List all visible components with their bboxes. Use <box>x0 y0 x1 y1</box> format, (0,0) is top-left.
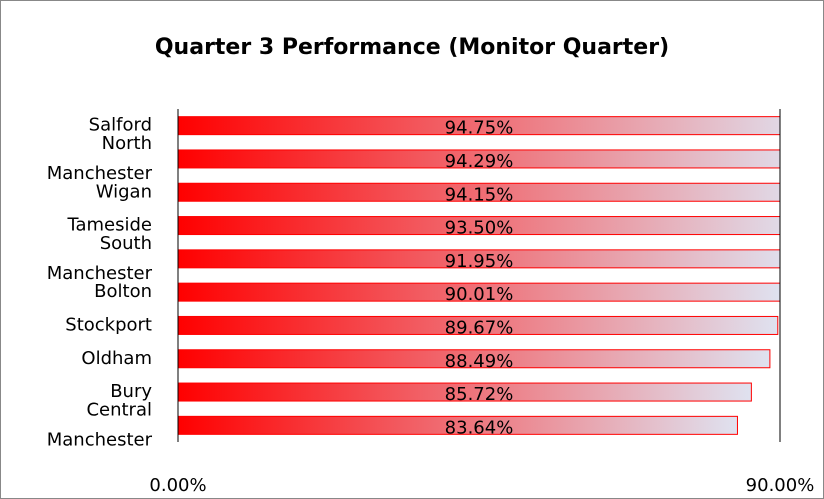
y-tick-label: Stockport <box>65 314 152 335</box>
bar <box>178 282 780 302</box>
plot-area <box>178 116 780 435</box>
y-tick-label: Central Manchester <box>41 399 153 450</box>
y-tick-label: Bury <box>110 381 152 402</box>
data-label: 85.72% <box>445 384 514 405</box>
y-tick-label: Oldham <box>81 348 152 369</box>
bar <box>178 415 738 435</box>
chart-title: Quarter 3 Performance (Monitor Quarter) <box>155 35 669 60</box>
bar <box>178 149 780 169</box>
data-label: 89.67% <box>445 317 514 338</box>
bar <box>178 249 780 269</box>
data-label: 94.15% <box>445 184 514 205</box>
data-label: 83.64% <box>445 417 514 438</box>
y-tick-label: North Manchester <box>41 133 153 184</box>
bar <box>178 382 752 402</box>
x-tick-label: 90.00% <box>746 475 815 496</box>
data-label: 90.01% <box>445 284 514 305</box>
bar <box>178 349 771 369</box>
bar <box>178 216 780 236</box>
bar <box>178 182 780 202</box>
data-label: 94.29% <box>445 151 514 172</box>
data-label: 91.95% <box>445 251 514 272</box>
y-tick-label: Wigan <box>96 181 152 202</box>
y-tick-label: South Manchester <box>41 233 153 284</box>
data-label: 93.50% <box>445 218 514 239</box>
data-label: 88.49% <box>445 351 514 372</box>
x-tick-label: 0.00% <box>149 475 206 496</box>
y-tick-label: Tameside <box>66 215 152 236</box>
y-tick-label: Bolton <box>94 281 152 302</box>
data-label: 94.75% <box>445 118 514 139</box>
bar <box>178 315 779 335</box>
bar <box>178 116 780 136</box>
y-tick-label: Salford <box>89 115 152 136</box>
